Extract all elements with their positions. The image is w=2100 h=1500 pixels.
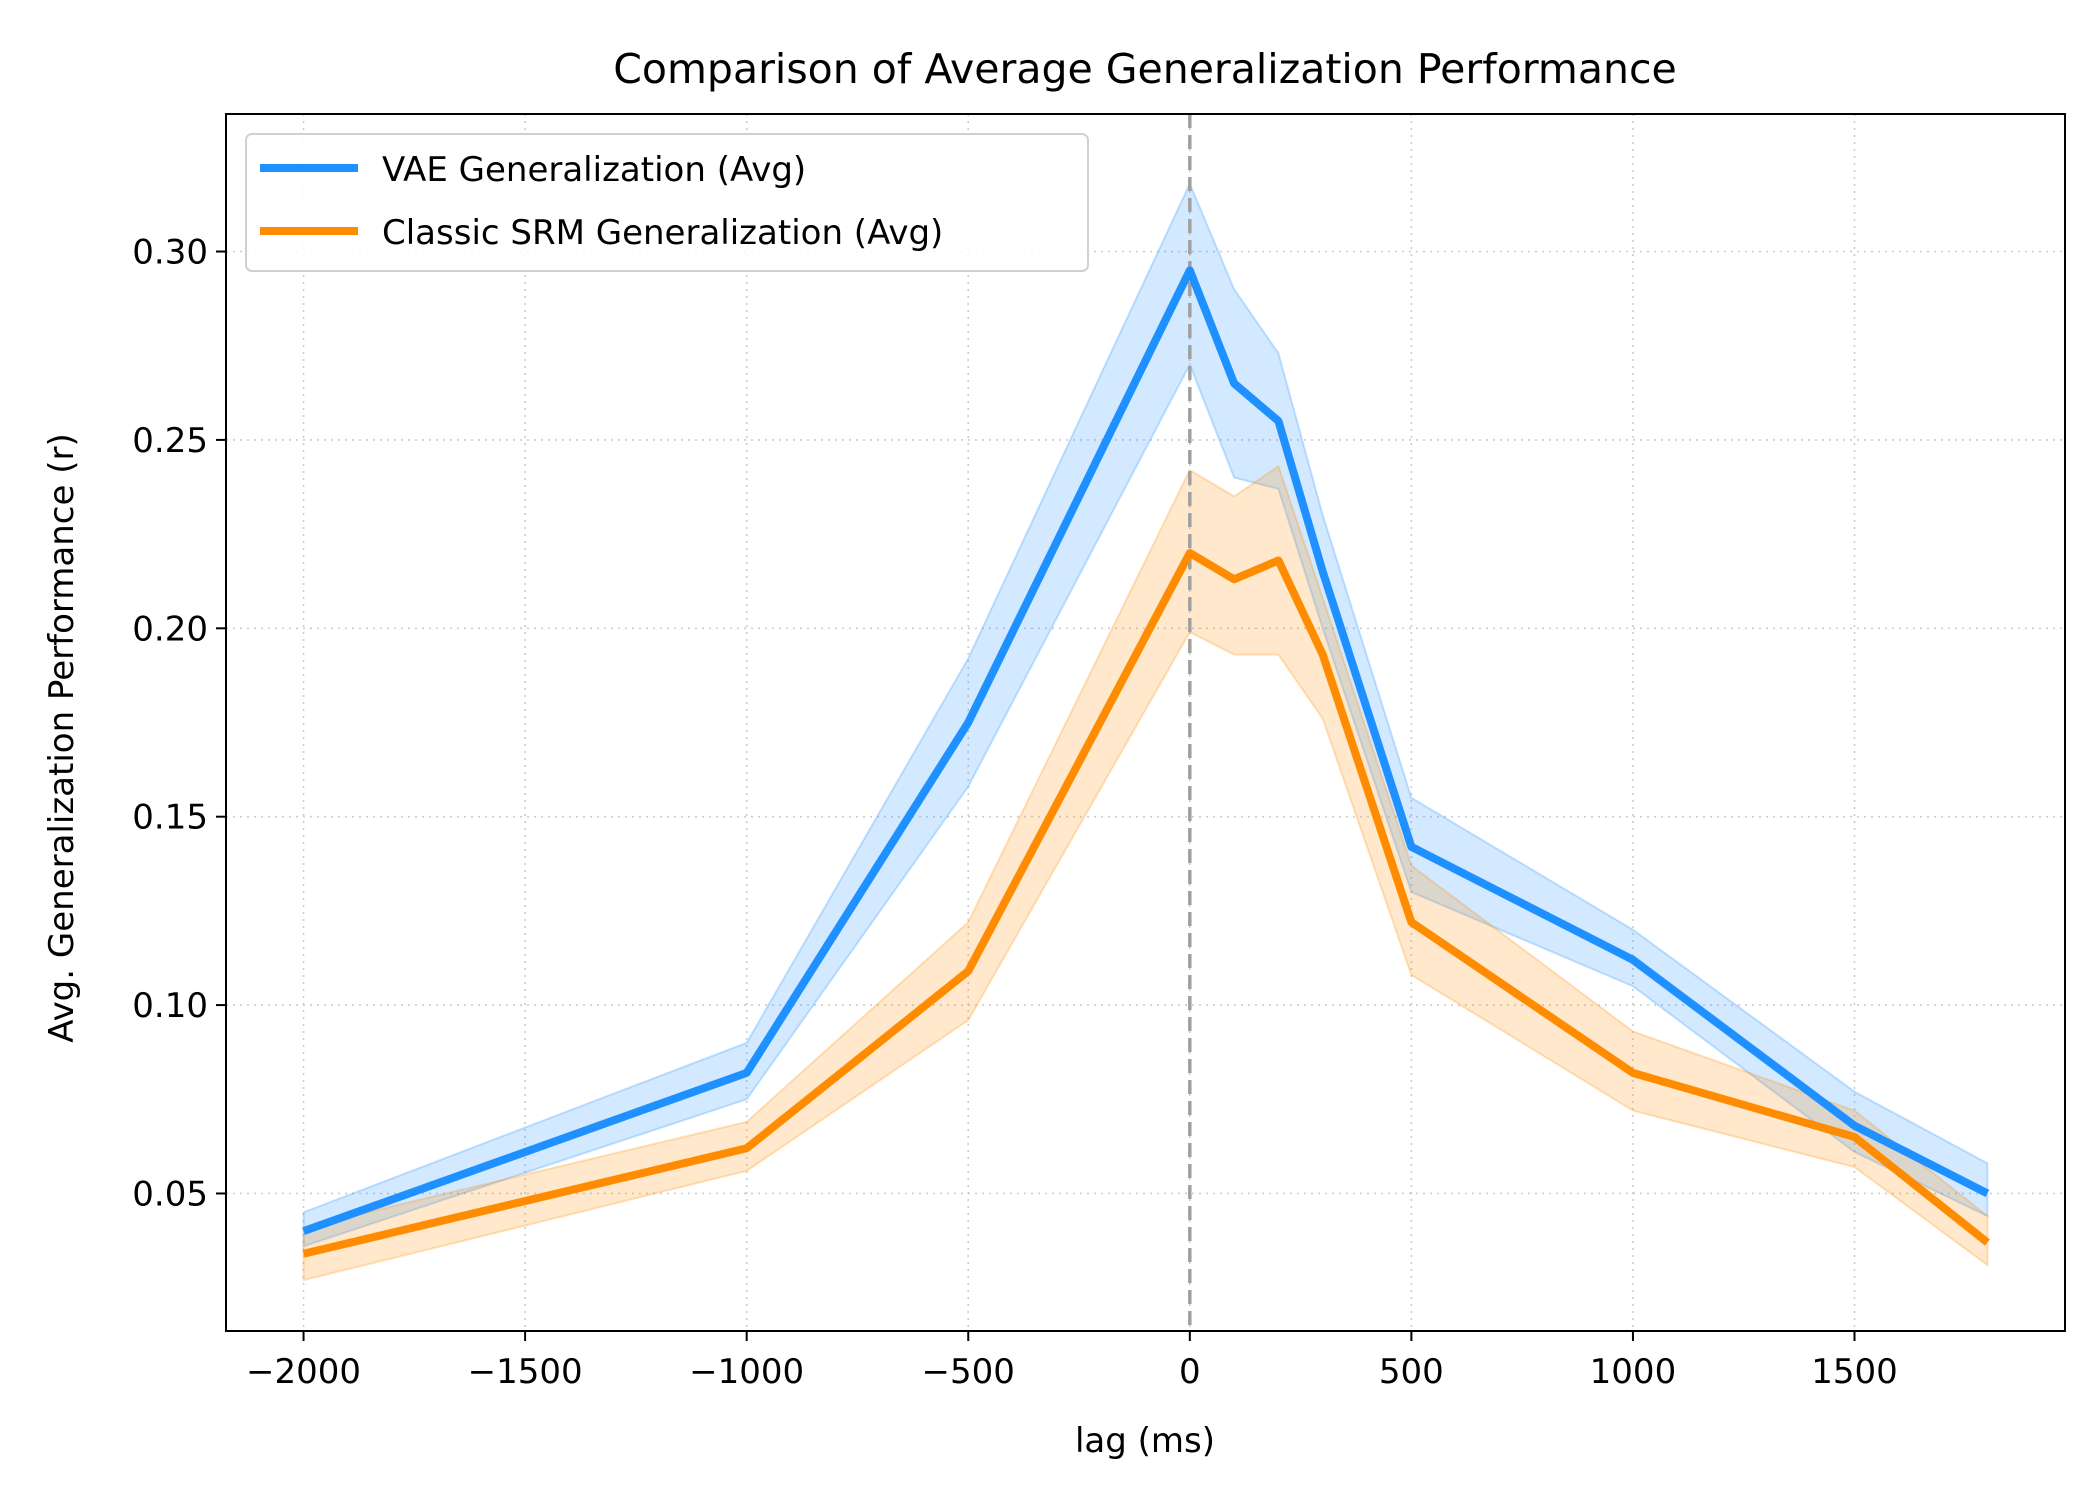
- legend-label-vae: VAE Generalization (Avg): [382, 150, 806, 190]
- x-tick-label: −500: [922, 1352, 1015, 1392]
- plot-frame: [225, 113, 2066, 1332]
- chart-title: Comparison of Average Generalization Per…: [613, 45, 1676, 93]
- x-tick-label: 1000: [1590, 1352, 1677, 1392]
- band-series-0: [302, 181, 1989, 1248]
- x-tick-label: 1500: [1811, 1352, 1898, 1392]
- y-axis-label: Avg. Generalization Performance (r): [42, 433, 82, 1042]
- x-tick-label: −2000: [246, 1352, 361, 1392]
- y-tick-label: 0.30: [132, 233, 208, 273]
- y-tick-label: 0.10: [132, 986, 208, 1026]
- legend-box: [245, 133, 1089, 272]
- x-tick-label: −1500: [468, 1352, 583, 1392]
- legend-label-srm: Classic SRM Generalization (Avg): [382, 213, 943, 253]
- x-tick-label: −1000: [689, 1352, 804, 1392]
- line-series-0: [302, 266, 1990, 1235]
- y-tick-label: 0.20: [132, 609, 208, 649]
- legend: VAE Generalization (Avg) Classic SRM Gen…: [245, 133, 1089, 272]
- x-axis-label: lag (ms): [1075, 1421, 1215, 1461]
- line-series-1: [302, 548, 1990, 1258]
- x-tick-label: 0: [1179, 1352, 1201, 1392]
- y-tick-label: 0.15: [132, 798, 208, 838]
- series-lines: [302, 266, 1990, 1258]
- y-axis-ticks: 0.05 0.10 0.15 0.20 0.25 0.30: [132, 233, 226, 1214]
- y-tick-label: 0.05: [132, 1174, 208, 1214]
- y-tick-label: 0.25: [132, 421, 208, 461]
- x-tick-label: 500: [1379, 1352, 1444, 1392]
- x-axis-ticks: −2000 −1500 −1000 −500 0 500 1000 1500: [246, 1331, 1898, 1392]
